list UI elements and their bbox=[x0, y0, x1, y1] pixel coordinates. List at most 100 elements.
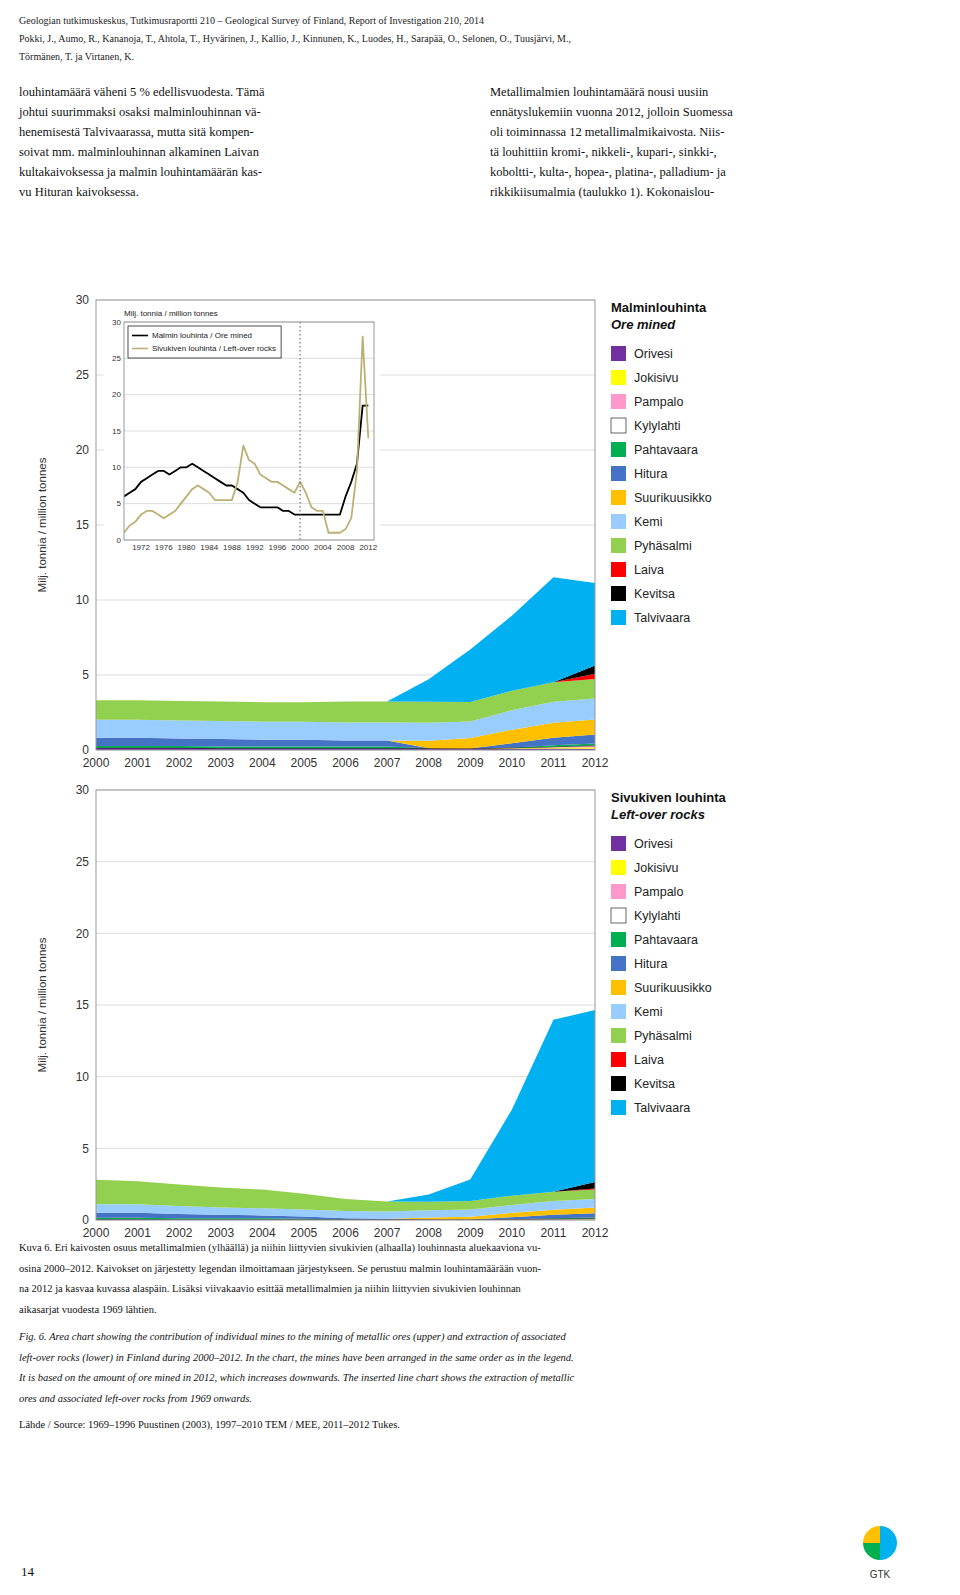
plot-frame bbox=[96, 790, 595, 1220]
x-tick-label: 1972 bbox=[132, 543, 150, 552]
legend-swatch bbox=[611, 610, 626, 625]
x-tick-label: 2005 bbox=[291, 1226, 318, 1240]
y-tick-label: 10 bbox=[112, 463, 121, 472]
legend-swatch bbox=[611, 980, 626, 995]
legend-swatch bbox=[611, 1052, 626, 1067]
legend-swatch bbox=[611, 394, 626, 409]
y-tick-label: 30 bbox=[112, 318, 121, 327]
body-text: henemisestä Talvivaarassa, mutta sitä ko… bbox=[19, 125, 254, 139]
source-text: Lähde / Source: 1969–1996 Puustinen (200… bbox=[19, 1419, 400, 1431]
legend-swatch bbox=[611, 370, 626, 385]
chart-title: Milj. tonnia / million tonnes bbox=[124, 309, 218, 318]
y-tick-label: 15 bbox=[76, 998, 90, 1012]
x-tick-label: 2001 bbox=[124, 1226, 151, 1240]
y-tick-label: 25 bbox=[76, 855, 90, 869]
y-tick-label: 20 bbox=[76, 927, 90, 941]
data-layer bbox=[96, 1010, 595, 1220]
legend-swatch bbox=[611, 908, 626, 923]
legend-title: Sivukiven louhinta bbox=[611, 790, 727, 805]
grid-line bbox=[96, 1005, 595, 1006]
legend-line bbox=[132, 348, 148, 350]
y-tick-label: 15 bbox=[76, 518, 90, 532]
y-tick-label: 5 bbox=[117, 499, 122, 508]
inset-chart: 0510152025301972197619801984198819921996… bbox=[104, 304, 380, 560]
area bbox=[96, 1010, 595, 1202]
caption-text: left-over rocks (lower) in Finland durin… bbox=[19, 1352, 574, 1364]
body-text: vu Hituran kaivoksessa. bbox=[19, 185, 139, 199]
grid-line bbox=[124, 431, 374, 432]
legend-label: Laiva bbox=[634, 563, 664, 577]
legend-swatch bbox=[611, 538, 626, 553]
legend-swatch bbox=[611, 346, 626, 361]
legend-swatch bbox=[611, 586, 626, 601]
grid-line bbox=[124, 394, 374, 395]
x-tick-label: 2000 bbox=[83, 756, 110, 770]
legend-label: Suurikuusikko bbox=[634, 981, 712, 995]
body-text: johtui suurimmaksi osaksi malminlouhinna… bbox=[18, 105, 261, 119]
legend-label: Pahtavaara bbox=[634, 933, 698, 947]
line bbox=[124, 406, 368, 515]
x-tick-label: 2004 bbox=[249, 756, 276, 770]
caption-text: It is based on the amount of ore mined i… bbox=[18, 1372, 575, 1383]
legend-label: Orivesi bbox=[634, 347, 673, 361]
legend-box bbox=[128, 326, 281, 358]
caption-text: ores and associated left-over rocks from… bbox=[19, 1393, 252, 1404]
x-tick-label: 1984 bbox=[200, 543, 218, 552]
x-tick-label: 2003 bbox=[207, 756, 234, 770]
caption-text: Fig. 6. Area chart showing the contribut… bbox=[18, 1331, 566, 1343]
inset-background bbox=[104, 304, 380, 560]
y-tick-label: 20 bbox=[112, 390, 121, 399]
y-axis-label: Milj. tonnia / million tonnes bbox=[36, 937, 48, 1072]
y-tick-label: 10 bbox=[76, 593, 90, 607]
legend-label: Pyhäsalmi bbox=[634, 1029, 692, 1043]
body-text: Metallimalmien louhintamäärä nousi uusii… bbox=[490, 85, 709, 99]
y-tick-label: 25 bbox=[112, 354, 121, 363]
x-tick-label: 2007 bbox=[374, 1226, 401, 1240]
page-number: 14 bbox=[21, 1564, 35, 1579]
x-tick-label: 1976 bbox=[155, 543, 173, 552]
x-tick-label: 2002 bbox=[166, 1226, 193, 1240]
plot-frame bbox=[96, 300, 595, 750]
logo-text: GTK bbox=[870, 1569, 891, 1580]
legend-label: Suurikuusikko bbox=[634, 491, 712, 505]
x-tick-label: 1988 bbox=[223, 543, 241, 552]
legend-label: Orivesi bbox=[634, 837, 673, 851]
legend-line bbox=[132, 335, 148, 337]
legend-label: Jokisivu bbox=[634, 371, 679, 385]
caption-text: osina 2000–2012. Kaivokset on järjestett… bbox=[19, 1263, 541, 1274]
legend-swatch bbox=[611, 884, 626, 899]
plot-area bbox=[124, 322, 374, 540]
y-tick-label: 5 bbox=[82, 1142, 89, 1156]
x-tick-label: 2011 bbox=[541, 756, 567, 770]
legend-title: Malminlouhinta bbox=[611, 300, 707, 315]
legend-swatch bbox=[611, 836, 626, 851]
body-text: rikkikiisumalmia (taulukko 1). Kokonaisl… bbox=[490, 185, 714, 199]
logo-part bbox=[880, 1526, 897, 1560]
caption-text: Kuva 6. Eri kaivosten osuus metallimalmi… bbox=[19, 1242, 541, 1254]
x-tick-label: 2010 bbox=[498, 756, 525, 770]
legend-label: Pahtavaara bbox=[634, 443, 698, 457]
y-tick-label: 15 bbox=[112, 427, 121, 436]
y-tick-label: 30 bbox=[76, 293, 90, 307]
y-tick-label: 25 bbox=[76, 368, 90, 382]
plot-frame bbox=[124, 322, 374, 540]
header-text: Pokki, J., Aumo, R., Kananoja, T., Ahtol… bbox=[19, 33, 571, 44]
x-tick-label: 2006 bbox=[332, 756, 359, 770]
legend-swatch bbox=[611, 860, 626, 875]
legend-label: Hitura bbox=[634, 957, 667, 971]
grid-line bbox=[96, 1076, 595, 1077]
y-axis-label: Milj. tonnia / million tonnes bbox=[36, 457, 48, 592]
body-text: tä louhittiin kromi-, nikkeli-, kupari-,… bbox=[490, 145, 717, 159]
legend-label: Talvivaara bbox=[634, 611, 690, 625]
x-tick-label: 2000 bbox=[83, 1226, 110, 1240]
x-tick-label: 2008 bbox=[415, 1226, 442, 1240]
plot-area bbox=[96, 300, 595, 750]
legend-subtitle: Ore mined bbox=[611, 317, 676, 332]
x-tick-label: 2004 bbox=[314, 543, 332, 552]
legend-label: Kevitsa bbox=[634, 587, 675, 601]
x-tick-label: 2009 bbox=[457, 756, 484, 770]
x-tick-label: 1980 bbox=[178, 543, 196, 552]
grid-line bbox=[96, 861, 595, 862]
plot-area bbox=[96, 790, 595, 1220]
legend-label: Talvivaara bbox=[634, 1101, 690, 1115]
